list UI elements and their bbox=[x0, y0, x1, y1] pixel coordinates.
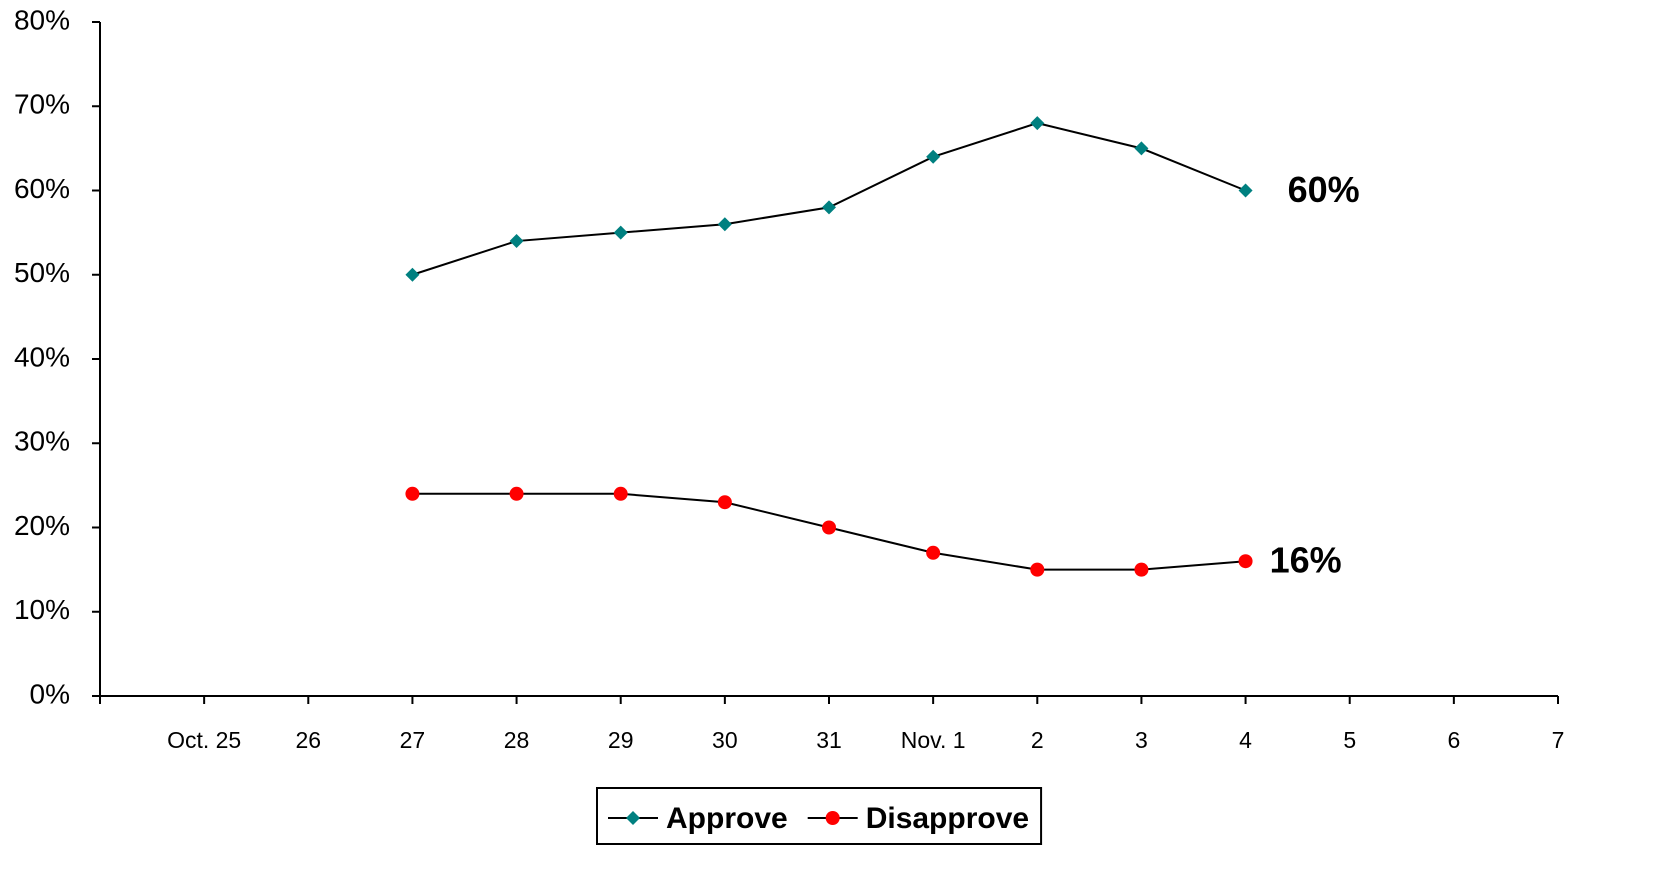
marker bbox=[825, 811, 840, 825]
marker bbox=[509, 486, 524, 501]
legend: Approve Disapprove bbox=[596, 787, 1043, 845]
x-tick-label: Oct. 25 bbox=[167, 727, 241, 753]
series-line bbox=[412, 122, 1246, 276]
x-tick-label: 6 bbox=[1447, 727, 1460, 753]
marker bbox=[822, 520, 836, 535]
y-tick-label: 30% bbox=[14, 426, 70, 457]
x-tick-label: 30 bbox=[712, 727, 738, 753]
data-label: 16% bbox=[1270, 540, 1342, 581]
marker bbox=[405, 486, 420, 501]
y-tick-label: 80% bbox=[14, 4, 70, 35]
marker bbox=[1238, 183, 1253, 198]
marker bbox=[822, 200, 836, 215]
x-tick-label: 26 bbox=[295, 727, 321, 753]
marker bbox=[926, 545, 941, 560]
marker bbox=[626, 811, 640, 825]
marker bbox=[1030, 562, 1045, 577]
marker bbox=[613, 225, 628, 240]
x-tick-label: 4 bbox=[1239, 727, 1252, 753]
x-tick-label: 29 bbox=[608, 727, 634, 753]
marker bbox=[509, 234, 524, 249]
marker bbox=[717, 495, 732, 510]
y-tick-label: 20% bbox=[14, 510, 70, 541]
legend-label: Approve bbox=[666, 802, 788, 835]
marker bbox=[1030, 116, 1045, 131]
data-label: 60% bbox=[1288, 169, 1360, 210]
x-tick-label: 7 bbox=[1552, 727, 1565, 753]
y-tick-label: 10% bbox=[14, 594, 70, 625]
legend-label: Disapprove bbox=[866, 802, 1029, 835]
marker bbox=[613, 486, 628, 501]
marker bbox=[1134, 141, 1149, 156]
y-tick-label: 50% bbox=[14, 257, 70, 288]
legend-box bbox=[596, 787, 1043, 845]
x-tick-label: 27 bbox=[400, 727, 426, 753]
marker bbox=[717, 217, 732, 232]
x-tick-label: 3 bbox=[1135, 727, 1148, 753]
x-tick-label: 5 bbox=[1343, 727, 1356, 753]
marker bbox=[405, 267, 420, 282]
x-tick-label: 28 bbox=[504, 727, 530, 753]
y-tick-label: 0% bbox=[30, 678, 70, 709]
y-tick-label: 70% bbox=[14, 89, 70, 120]
y-tick-label: 40% bbox=[14, 341, 70, 372]
x-tick-label: 31 bbox=[816, 727, 842, 753]
marker bbox=[1134, 562, 1149, 577]
x-tick-label: Nov. 1 bbox=[901, 727, 966, 753]
marker bbox=[1238, 554, 1253, 569]
x-tick-label: 2 bbox=[1031, 727, 1044, 753]
y-tick-label: 60% bbox=[14, 173, 70, 204]
marker bbox=[926, 149, 941, 164]
